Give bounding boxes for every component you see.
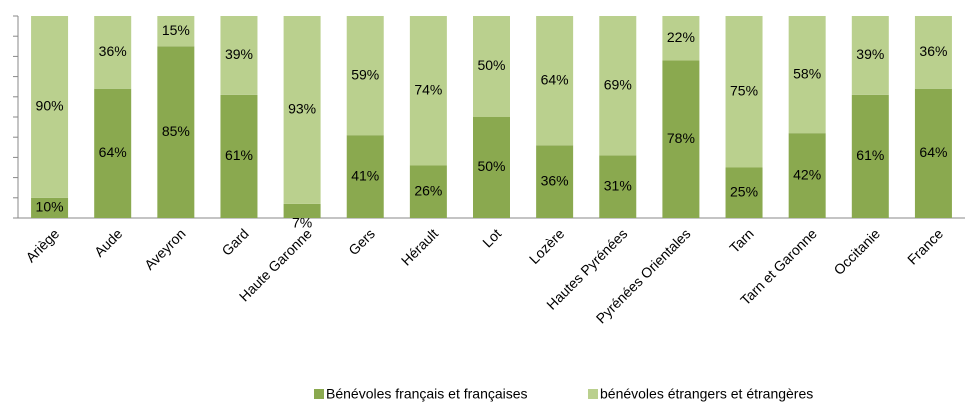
bar-segment (157, 46, 195, 218)
data-label: 15% (162, 22, 190, 38)
data-label: 59% (351, 66, 379, 82)
legend-swatch (314, 389, 324, 399)
bar-segment (346, 16, 384, 136)
x-tick-label: Ariège (22, 225, 62, 265)
data-label: 93% (288, 101, 316, 117)
bar-segment (409, 165, 447, 218)
data-label: 36% (99, 43, 127, 59)
bar-segment (788, 16, 826, 134)
data-label: 64% (99, 144, 127, 160)
data-label: 90% (36, 98, 64, 114)
bar-segment (662, 16, 700, 61)
bar-segment (157, 16, 195, 47)
x-tick-label: Aude (91, 225, 126, 260)
data-label: 85% (162, 123, 190, 139)
bar-segment (599, 16, 637, 156)
bar-segment (31, 197, 69, 218)
bar-segment (283, 16, 321, 204)
bar-segment (346, 135, 384, 218)
bar-segment (220, 94, 258, 218)
bar-segment (94, 88, 132, 218)
x-tick-label: Hérault (398, 225, 441, 268)
x-tick-label: Tarn (726, 225, 757, 256)
data-label: 22% (667, 29, 695, 45)
data-label: 39% (225, 46, 253, 62)
bar-segment (94, 16, 132, 89)
x-tick-label: France (904, 225, 946, 267)
bar-segment (220, 16, 258, 95)
x-tick-label: Gard (218, 225, 251, 258)
bar-segment (914, 16, 952, 89)
bar-segment (473, 16, 510, 117)
bar-segment (725, 167, 763, 218)
bar-segment (473, 117, 510, 218)
data-label: 39% (856, 46, 884, 62)
data-label: 61% (225, 147, 253, 163)
bar-segment (536, 145, 574, 218)
x-tick-label: Lozère (526, 225, 568, 267)
data-label: 64% (919, 144, 947, 160)
data-label: 42% (793, 166, 821, 182)
data-label: 50% (477, 57, 505, 73)
data-label: 75% (730, 82, 758, 98)
data-label: 31% (604, 177, 632, 193)
bar-segment (599, 155, 637, 218)
data-label: 25% (730, 183, 758, 199)
data-label: 69% (604, 76, 632, 92)
data-label: 7% (292, 215, 312, 231)
data-label: 36% (541, 172, 569, 188)
bar-segment (851, 94, 889, 218)
data-label: 36% (919, 43, 947, 59)
bar-segment (31, 16, 69, 198)
bar-segment (536, 16, 574, 146)
bar-segment (725, 16, 763, 168)
data-label: 41% (351, 167, 379, 183)
bar-segment (409, 16, 447, 166)
data-label: 64% (541, 71, 569, 87)
data-label: 10% (36, 199, 64, 215)
x-tick-label: Gers (345, 225, 378, 258)
x-tick-label: Aveyron (141, 225, 188, 272)
data-label: 26% (414, 182, 442, 198)
data-label: 78% (667, 130, 695, 146)
legend-swatch (588, 389, 598, 399)
legend-label: bénévoles étrangers et étrangères (600, 386, 813, 402)
bar-segment (914, 88, 952, 218)
data-label: 61% (856, 147, 884, 163)
bar-segment (788, 133, 826, 218)
data-label: 58% (793, 65, 821, 81)
bar-segment (662, 60, 700, 218)
bar-segment (851, 16, 889, 95)
bar-segment (283, 203, 321, 218)
x-tick-label: Occitanie (830, 225, 883, 278)
x-tick-label: Lot (479, 225, 504, 250)
data-label: 74% (414, 81, 442, 97)
data-label: 50% (477, 158, 505, 174)
legend-label: Bénévoles français et françaises (326, 386, 528, 402)
